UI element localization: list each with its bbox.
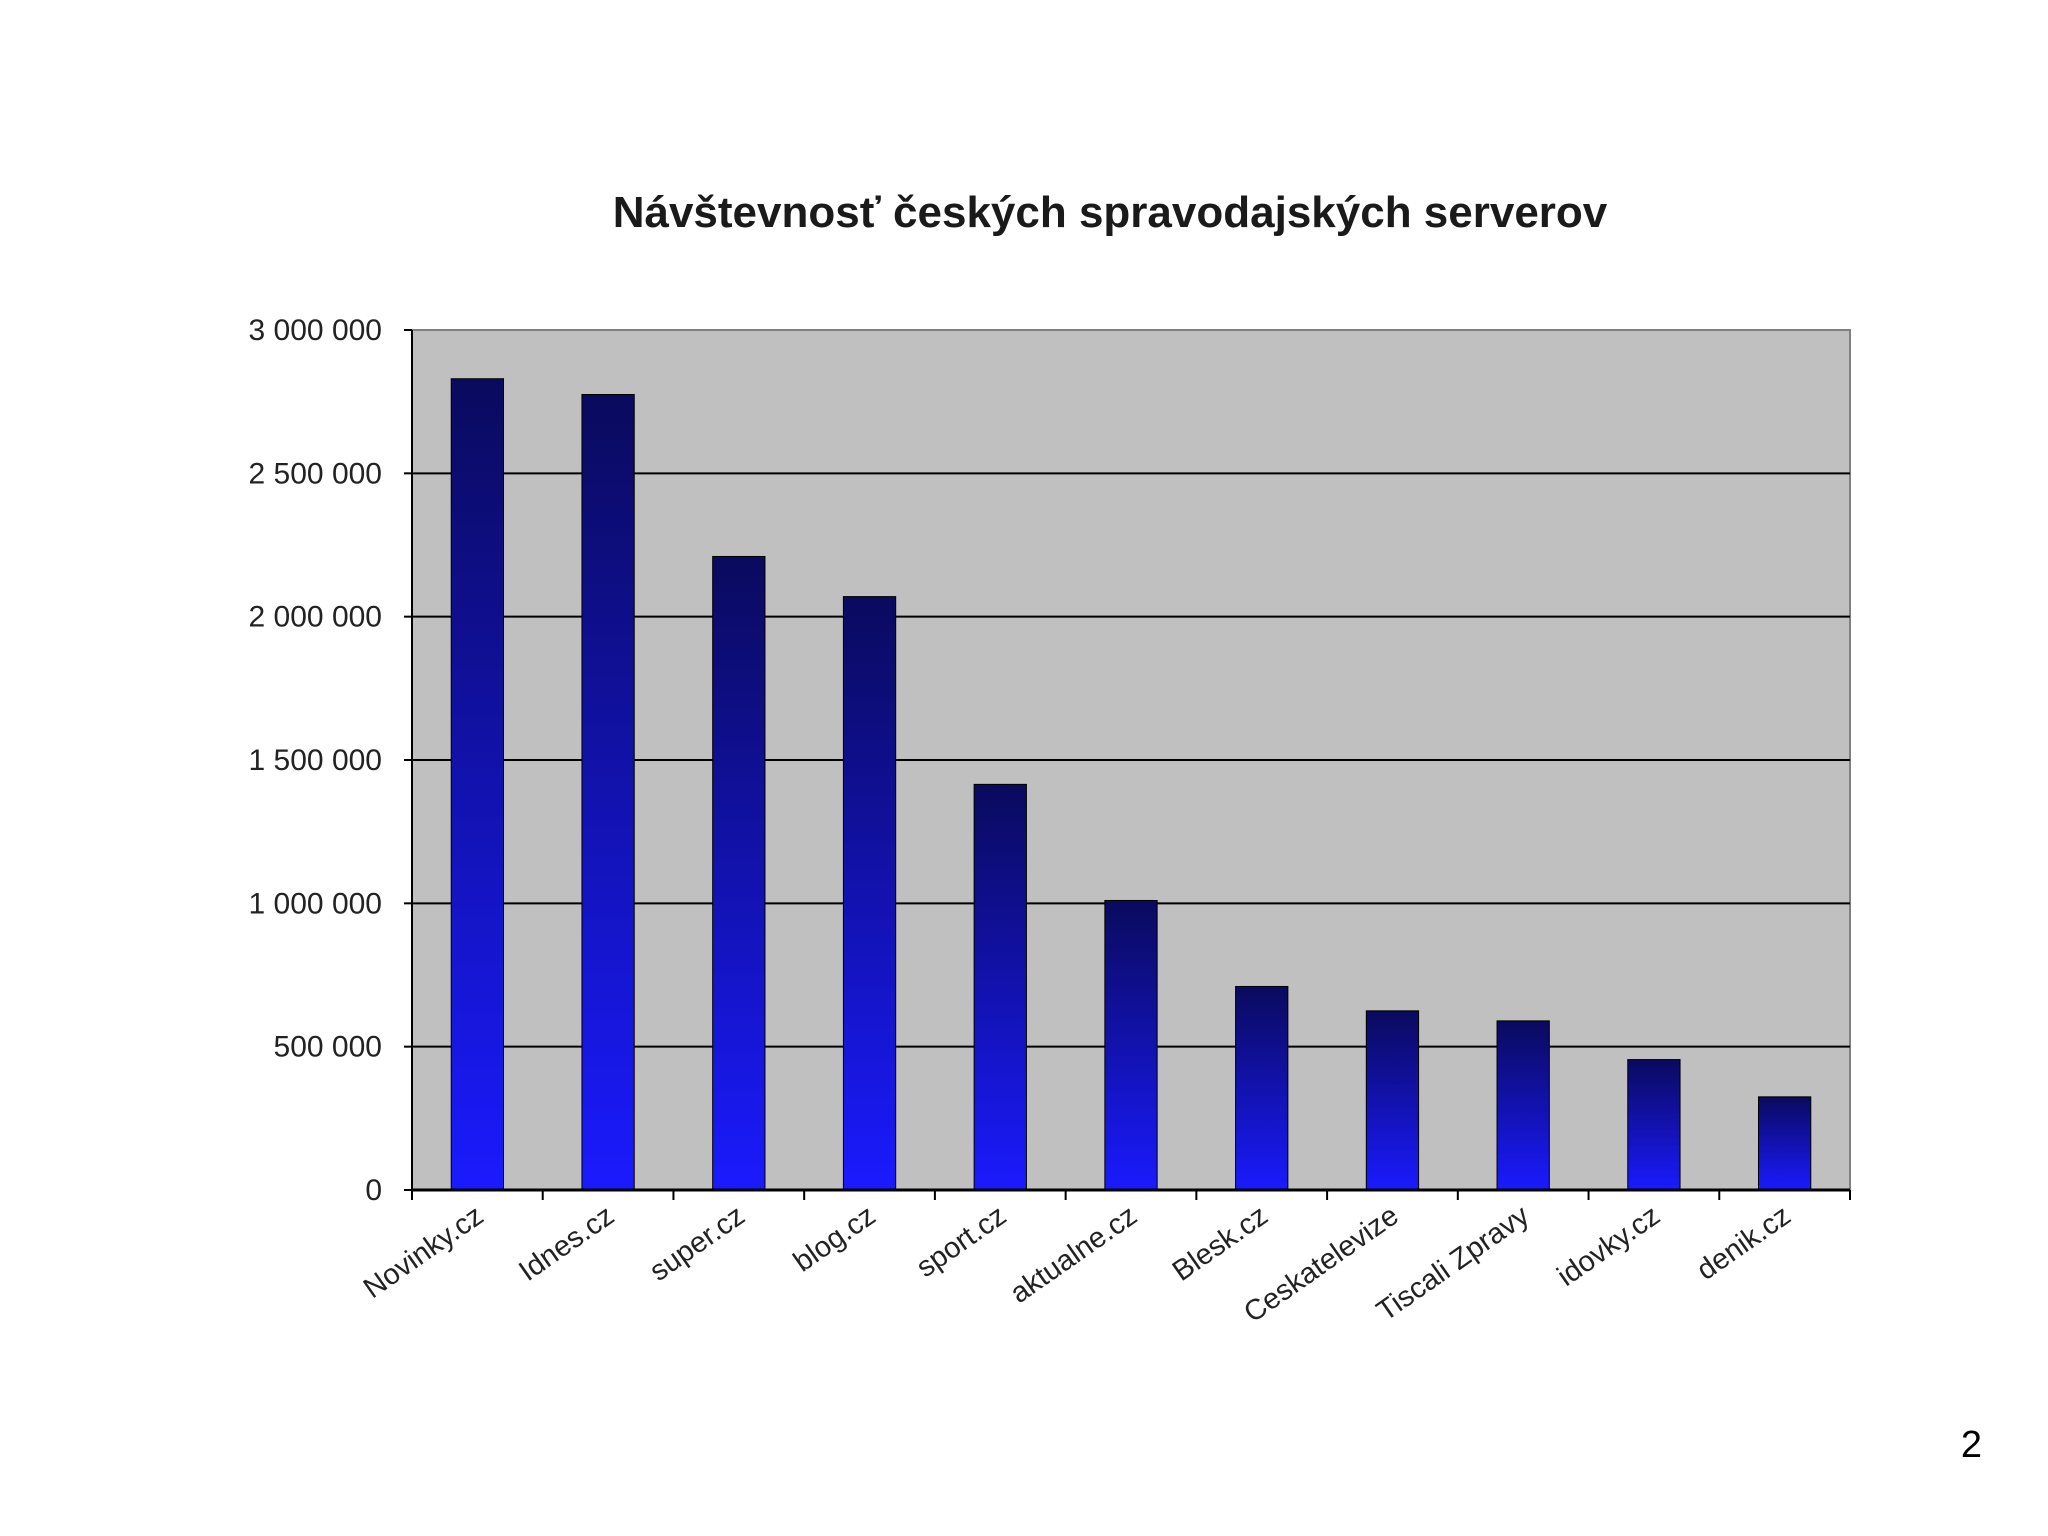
- bar: [1757, 1096, 1812, 1191]
- bar: [712, 555, 766, 1191]
- y-tick-label: 1 000 000: [249, 887, 382, 920]
- x-category-label: denik.cz: [1691, 1200, 1797, 1287]
- bar: [1365, 1010, 1420, 1191]
- x-category-label: super.cz: [644, 1200, 751, 1288]
- x-category-label: aktualne.cz: [1004, 1200, 1143, 1310]
- bar: [973, 783, 1027, 1191]
- y-tick-label: 0: [365, 1174, 382, 1207]
- y-tick-label: 500 000: [274, 1031, 382, 1064]
- bar: [1496, 1020, 1550, 1191]
- y-tick-label: 2 000 000: [249, 601, 382, 634]
- bar: [1104, 899, 1158, 1191]
- axes: [404, 329, 1851, 1200]
- chart-title: Návštevnosť českých spravodajských serve…: [613, 188, 1608, 237]
- x-category-label: idovky.cz: [1552, 1200, 1666, 1293]
- y-tick-label: 1 500 000: [249, 744, 382, 777]
- bars: [450, 378, 1812, 1191]
- x-category-label: sport.cz: [911, 1200, 1013, 1284]
- bar: [842, 596, 897, 1191]
- x-category-label: Blesk.cz: [1167, 1200, 1274, 1288]
- bar: [581, 394, 635, 1191]
- x-category-label: blog.cz: [788, 1200, 882, 1279]
- bar: [1627, 1059, 1681, 1191]
- x-category-label: Novinky.cz: [358, 1200, 489, 1305]
- x-category-label: Idnes.cz: [513, 1200, 620, 1288]
- y-tick-label: 3 000 000: [249, 314, 382, 347]
- x-category-labels: Novinky.cz Idnes.cz super.cz blog.cz sport.c…: [358, 1199, 1797, 1329]
- y-tick-label: 2 500 000: [249, 457, 382, 490]
- bar: [450, 378, 505, 1191]
- page-number: 2: [1960, 1424, 1982, 1466]
- y-tick-labels: 0 500 000 1 000 000 1 500 000 2 000 000 2 500…: [249, 314, 382, 1207]
- bar: [1235, 985, 1289, 1191]
